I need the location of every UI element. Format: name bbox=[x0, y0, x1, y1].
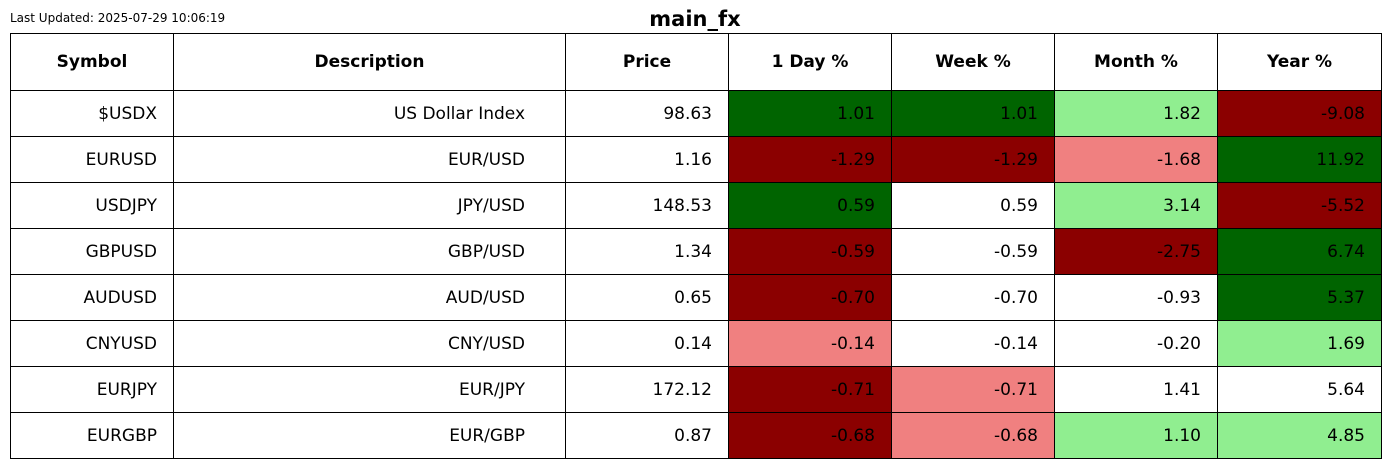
cell-year-pct: -9.08 bbox=[1217, 90, 1382, 137]
column-header-price: Price bbox=[565, 33, 729, 91]
table-row: CNYUSD CNY/USD 0.14 -0.14 -0.14 -0.20 1.69 bbox=[10, 320, 1382, 367]
cell-month-pct: -1.68 bbox=[1054, 136, 1218, 183]
cell-week-pct: -0.70 bbox=[891, 274, 1055, 321]
cell-year-pct: 1.69 bbox=[1217, 320, 1382, 367]
cell-symbol: AUDUSD bbox=[10, 274, 174, 321]
table-row: EURUSD EUR/USD 1.16 -1.29 -1.29 -1.68 11.92 bbox=[10, 136, 1382, 183]
cell-description: EUR/GBP bbox=[173, 412, 566, 459]
cell-month-pct: 1.10 bbox=[1054, 412, 1218, 459]
table-row: $USDX US Dollar Index 98.63 1.01 1.01 1.82 -9.… bbox=[10, 90, 1382, 137]
cell-symbol: EURGBP bbox=[10, 412, 174, 459]
header-row: Symbol Description Price 1 Day % Week % … bbox=[10, 33, 1382, 91]
column-header-symbol: Symbol bbox=[10, 33, 174, 91]
column-header-day-pct: 1 Day % bbox=[728, 33, 892, 91]
table-row: EURGBP EUR/GBP 0.87 -0.68 -0.68 1.10 4.85 bbox=[10, 412, 1382, 459]
cell-month-pct: 3.14 bbox=[1054, 182, 1218, 229]
cell-description: JPY/USD bbox=[173, 182, 566, 229]
table-row: EURJPY EUR/JPY 172.12 -0.71 -0.71 1.41 5.64 bbox=[10, 366, 1382, 413]
cell-day-pct: -1.29 bbox=[728, 136, 892, 183]
cell-price: 1.34 bbox=[565, 228, 729, 275]
cell-price: 1.16 bbox=[565, 136, 729, 183]
cell-description: US Dollar Index bbox=[173, 90, 566, 137]
cell-month-pct: -0.93 bbox=[1054, 274, 1218, 321]
cell-week-pct: -0.71 bbox=[891, 366, 1055, 413]
cell-symbol: GBPUSD bbox=[10, 228, 174, 275]
cell-symbol: EURJPY bbox=[10, 366, 174, 413]
cell-price: 98.63 bbox=[565, 90, 729, 137]
cell-day-pct: -0.70 bbox=[728, 274, 892, 321]
cell-week-pct: -0.14 bbox=[891, 320, 1055, 367]
cell-month-pct: -2.75 bbox=[1054, 228, 1218, 275]
cell-price: 0.65 bbox=[565, 274, 729, 321]
cell-symbol: CNYUSD bbox=[10, 320, 174, 367]
cell-week-pct: -1.29 bbox=[891, 136, 1055, 183]
cell-description: AUD/USD bbox=[173, 274, 566, 321]
cell-price: 0.14 bbox=[565, 320, 729, 367]
cell-day-pct: -0.68 bbox=[728, 412, 892, 459]
cell-year-pct: -5.52 bbox=[1217, 182, 1382, 229]
table-row: AUDUSD AUD/USD 0.65 -0.70 -0.70 -0.93 5.37 bbox=[10, 274, 1382, 321]
cell-year-pct: 5.64 bbox=[1217, 366, 1382, 413]
cell-week-pct: -0.59 bbox=[891, 228, 1055, 275]
cell-description: GBP/USD bbox=[173, 228, 566, 275]
cell-day-pct: 1.01 bbox=[728, 90, 892, 137]
cell-year-pct: 6.74 bbox=[1217, 228, 1382, 275]
cell-day-pct: -0.59 bbox=[728, 228, 892, 275]
table-title: main_fx bbox=[649, 7, 741, 31]
cell-day-pct: -0.71 bbox=[728, 366, 892, 413]
fx-table: Symbol Description Price 1 Day % Week % … bbox=[10, 33, 1382, 459]
last-updated-label: Last Updated: 2025-07-29 10:06:19 bbox=[10, 11, 226, 25]
cell-description: EUR/USD bbox=[173, 136, 566, 183]
cell-symbol: USDJPY bbox=[10, 182, 174, 229]
table-row: USDJPY JPY/USD 148.53 0.59 0.59 3.14 -5.52 bbox=[10, 182, 1382, 229]
cell-description: EUR/JPY bbox=[173, 366, 566, 413]
cell-price: 172.12 bbox=[565, 366, 729, 413]
cell-price: 0.87 bbox=[565, 412, 729, 459]
cell-week-pct: -0.68 bbox=[891, 412, 1055, 459]
cell-description: CNY/USD bbox=[173, 320, 566, 367]
cell-week-pct: 0.59 bbox=[891, 182, 1055, 229]
table-row: GBPUSD GBP/USD 1.34 -0.59 -0.59 -2.75 6.74 bbox=[10, 228, 1382, 275]
cell-day-pct: 0.59 bbox=[728, 182, 892, 229]
cell-month-pct: 1.82 bbox=[1054, 90, 1218, 137]
cell-week-pct: 1.01 bbox=[891, 90, 1055, 137]
column-header-month-pct: Month % bbox=[1054, 33, 1218, 91]
column-header-week-pct: Week % bbox=[891, 33, 1055, 91]
cell-symbol: $USDX bbox=[10, 90, 174, 137]
cell-price: 148.53 bbox=[565, 182, 729, 229]
cell-year-pct: 5.37 bbox=[1217, 274, 1382, 321]
cell-day-pct: -0.14 bbox=[728, 320, 892, 367]
column-header-year-pct: Year % bbox=[1217, 33, 1382, 91]
cell-symbol: EURUSD bbox=[10, 136, 174, 183]
cell-month-pct: -0.20 bbox=[1054, 320, 1218, 367]
cell-year-pct: 4.85 bbox=[1217, 412, 1382, 459]
cell-year-pct: 11.92 bbox=[1217, 136, 1382, 183]
cell-month-pct: 1.41 bbox=[1054, 366, 1218, 413]
column-header-description: Description bbox=[173, 33, 566, 91]
